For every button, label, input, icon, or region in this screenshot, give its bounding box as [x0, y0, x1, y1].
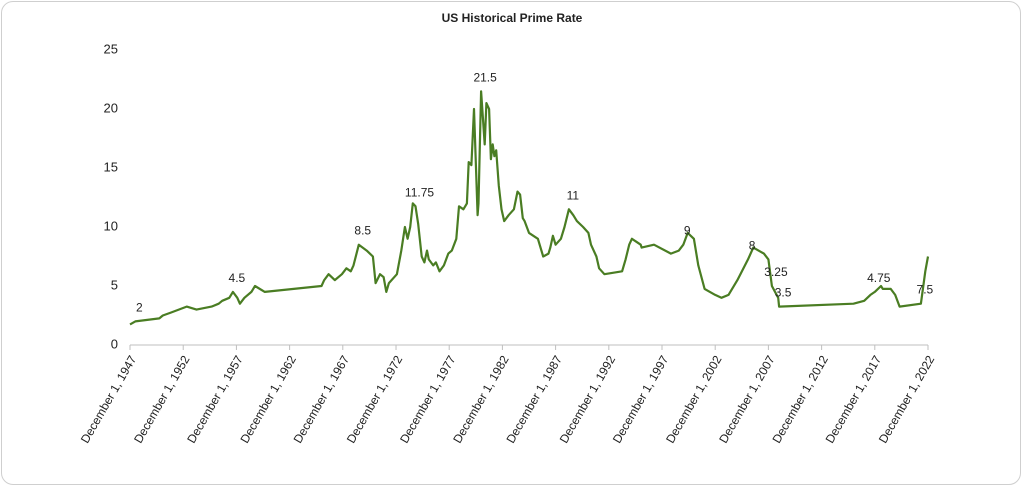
y-tick-label: 20 — [104, 100, 118, 115]
x-tick-label: December 1, 1972 — [344, 353, 406, 446]
x-tick-label: December 1, 1997 — [610, 353, 672, 446]
x-tick-label: December 1, 1977 — [397, 353, 459, 446]
x-tick-label: December 1, 1947 — [78, 353, 140, 446]
x-tick-label: December 1, 1952 — [131, 353, 193, 446]
x-tick-label: December 1, 1957 — [184, 353, 246, 446]
x-tick-label: December 1, 1987 — [503, 353, 565, 446]
y-tick-label: 10 — [104, 218, 118, 233]
x-tick-label: December 1, 1967 — [291, 353, 353, 446]
x-tick-label: December 1, 2007 — [716, 353, 778, 446]
value-label: 4.5 — [229, 271, 246, 285]
x-tick-label: December 1, 1982 — [450, 353, 512, 446]
value-label: 11.75 — [405, 185, 434, 199]
value-label: 2 — [136, 300, 143, 314]
y-tick-label: 15 — [104, 159, 118, 174]
value-label: 7.5 — [917, 283, 934, 297]
x-tick-label: December 1, 1992 — [557, 353, 619, 446]
value-label: 3.25 — [764, 265, 788, 279]
y-tick-label: 0 — [111, 336, 118, 351]
y-tick-label: 5 — [111, 277, 118, 292]
value-label: 21.5 — [473, 70, 497, 84]
value-label: 4.75 — [867, 271, 891, 285]
value-label: 8.5 — [354, 224, 371, 238]
value-label: 3.5 — [775, 286, 792, 300]
line-series — [129, 90, 930, 326]
x-tick-label: December 1, 2002 — [663, 353, 725, 446]
value-label: 9 — [684, 224, 691, 238]
chart-title: US Historical Prime Rate — [442, 11, 583, 25]
y-tick-label: 25 — [104, 41, 118, 56]
value-label: 8 — [749, 238, 756, 252]
x-tick-label: December 1, 2012 — [769, 353, 831, 446]
value-label: 11 — [567, 188, 580, 202]
x-tick-label: December 1, 2017 — [823, 353, 885, 446]
x-tick-label: December 1, 1962 — [237, 353, 299, 446]
x-tick-label: December 1, 2022 — [876, 353, 938, 446]
